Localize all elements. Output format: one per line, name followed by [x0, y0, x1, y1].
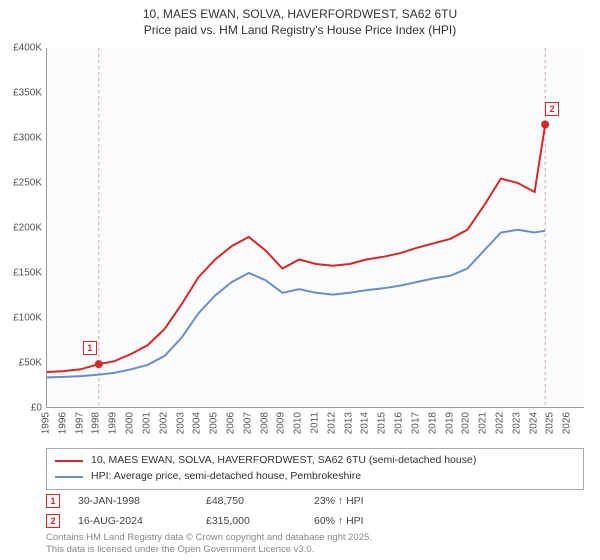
- transaction-date: 16-AUG-2024: [78, 515, 188, 527]
- plot-area: [46, 48, 584, 408]
- x-tick-label: 2009: [276, 412, 287, 434]
- x-tick-label: 1996: [57, 412, 68, 434]
- x-tick-label: 2005: [209, 412, 220, 434]
- transaction-delta: 23% ↑ HPI: [314, 495, 364, 507]
- transaction-marker-icon: 2: [46, 514, 60, 528]
- legend-swatch: [55, 476, 83, 478]
- sale-point-icon: [95, 360, 103, 368]
- y-tick-label: £50K: [0, 358, 42, 369]
- x-tick-label: 2002: [158, 412, 169, 434]
- transaction-marker-icon: 1: [46, 494, 60, 508]
- x-tick-label: 2017: [410, 412, 421, 434]
- x-tick-label: 1995: [41, 412, 52, 434]
- transaction-row: 2 16-AUG-2024 £315,000 60% ↑ HPI: [46, 514, 584, 528]
- attribution-footer: Contains HM Land Registry data © Crown c…: [46, 532, 372, 556]
- sale-point-label: 1: [83, 341, 97, 355]
- y-tick-label: £0: [0, 403, 42, 414]
- x-tick-label: 2023: [511, 412, 522, 434]
- x-tick-label: 2010: [293, 412, 304, 434]
- footer-line-1: Contains HM Land Registry data © Crown c…: [46, 532, 372, 544]
- x-tick-label: 2003: [175, 412, 186, 434]
- legend: 10, MAES EWAN, SOLVA, HAVERFORDWEST, SA6…: [46, 448, 584, 490]
- transaction-price: £315,000: [206, 515, 296, 527]
- x-tick-label: 2016: [394, 412, 405, 434]
- transaction-price: £48,750: [206, 495, 296, 507]
- y-tick-label: £400K: [0, 43, 42, 54]
- legend-item: 10, MAES EWAN, SOLVA, HAVERFORDWEST, SA6…: [55, 453, 575, 469]
- footer-line-2: This data is licensed under the Open Gov…: [46, 544, 372, 556]
- sale-point-icon: [541, 121, 549, 129]
- x-tick-label: 2026: [562, 412, 573, 434]
- y-tick-label: £300K: [0, 133, 42, 144]
- x-tick-label: 2014: [360, 412, 371, 434]
- legend-item: HPI: Average price, semi-detached house,…: [55, 469, 575, 485]
- legend-label: 10, MAES EWAN, SOLVA, HAVERFORDWEST, SA6…: [91, 453, 476, 469]
- x-tick-label: 2004: [192, 412, 203, 434]
- x-tick-label: 2021: [478, 412, 489, 434]
- sale-point-label: 2: [545, 102, 559, 116]
- x-tick-label: 2025: [545, 412, 556, 434]
- x-tick-label: 2022: [494, 412, 505, 434]
- series-line-hpi: [47, 230, 545, 378]
- series-line-price_paid: [47, 125, 545, 373]
- x-tick-label: 2024: [528, 412, 539, 434]
- x-tick-label: 2011: [310, 412, 321, 434]
- x-tick-label: 2012: [326, 412, 337, 434]
- x-tick-label: 2008: [259, 412, 270, 434]
- x-tick-label: 2015: [377, 412, 388, 434]
- y-tick-label: £350K: [0, 88, 42, 99]
- x-tick-label: 2000: [125, 412, 136, 434]
- transaction-row: 1 30-JAN-1998 £48,750 23% ↑ HPI: [46, 494, 584, 508]
- x-tick-label: 2019: [444, 412, 455, 434]
- y-tick-label: £250K: [0, 178, 42, 189]
- y-tick-label: £150K: [0, 268, 42, 279]
- legend-swatch: [55, 460, 83, 462]
- chart-title: 10, MAES EWAN, SOLVA, HAVERFORDWEST, SA6…: [0, 0, 600, 38]
- y-tick-label: £200K: [0, 223, 42, 234]
- x-tick-label: 1998: [91, 412, 102, 434]
- x-tick-label: 2020: [461, 412, 472, 434]
- legend-label: HPI: Average price, semi-detached house,…: [91, 469, 361, 485]
- title-line-1: 10, MAES EWAN, SOLVA, HAVERFORDWEST, SA6…: [0, 6, 600, 22]
- title-line-2: Price paid vs. HM Land Registry's House …: [0, 22, 600, 38]
- x-tick-label: 2013: [343, 412, 354, 434]
- x-tick-label: 2018: [427, 412, 438, 434]
- chart-svg: [47, 48, 585, 408]
- x-tick-label: 2006: [225, 412, 236, 434]
- transaction-delta: 60% ↑ HPI: [314, 515, 364, 527]
- x-tick-label: 1997: [74, 412, 85, 434]
- x-tick-label: 2007: [242, 412, 253, 434]
- y-tick-label: £100K: [0, 313, 42, 324]
- transaction-date: 30-JAN-1998: [78, 495, 188, 507]
- x-tick-label: 2001: [141, 412, 152, 434]
- x-tick-label: 1999: [108, 412, 119, 434]
